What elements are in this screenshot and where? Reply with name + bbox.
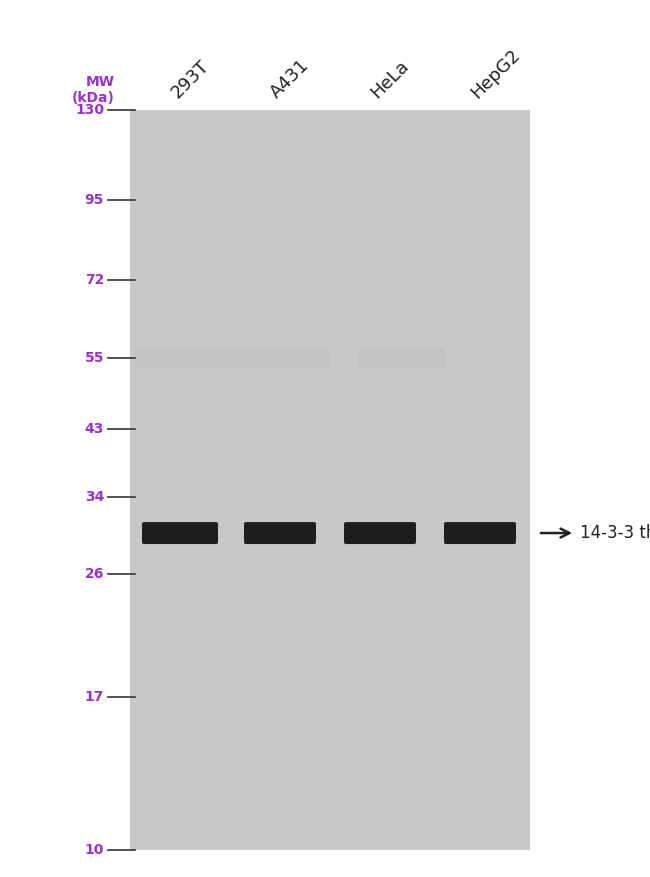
FancyBboxPatch shape (359, 348, 445, 368)
FancyBboxPatch shape (142, 522, 218, 544)
Text: 95: 95 (84, 194, 104, 208)
FancyBboxPatch shape (444, 522, 516, 544)
Text: 293T: 293T (167, 57, 213, 102)
Text: HepG2: HepG2 (467, 46, 523, 102)
Text: 14-3-3 theta: 14-3-3 theta (580, 524, 650, 542)
Text: 10: 10 (84, 843, 104, 857)
Text: MW
(kDa): MW (kDa) (72, 75, 115, 105)
Text: 55: 55 (84, 351, 104, 365)
Text: HeLa: HeLa (367, 57, 412, 102)
Bar (130, 110, 530, 850)
Text: 43: 43 (84, 422, 104, 436)
Text: 34: 34 (84, 490, 104, 504)
Text: 130: 130 (75, 103, 104, 117)
FancyBboxPatch shape (135, 348, 329, 368)
Text: 72: 72 (84, 274, 104, 288)
FancyBboxPatch shape (244, 522, 316, 544)
Text: 26: 26 (84, 567, 104, 581)
Text: 17: 17 (84, 690, 104, 704)
FancyBboxPatch shape (344, 522, 416, 544)
Text: A431: A431 (267, 56, 313, 102)
